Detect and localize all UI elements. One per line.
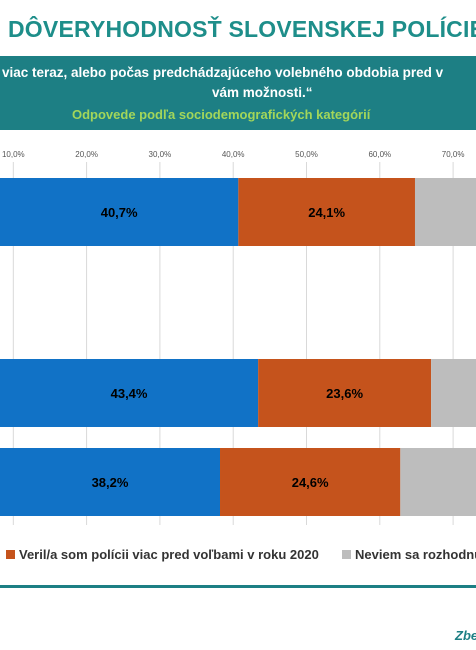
bar-2-segment-blue — [0, 359, 259, 427]
question-line-2: vám možnosti.“ — [212, 85, 313, 100]
x-tick-label: 40,0% — [222, 150, 245, 159]
x-tick-label: 70,0% — [442, 150, 465, 159]
bar-3-label-blue: 38,2% — [92, 475, 129, 490]
x-tick-label: 20,0% — [75, 150, 98, 159]
chart-title-band: DÔVERYHODNOSŤ SLOVENSKEJ POLÍCIE — [0, 10, 476, 50]
footer-rule — [0, 585, 476, 588]
bar-2-segment-orange — [258, 359, 432, 427]
x-tick-label: 30,0% — [149, 150, 172, 159]
source-note: Zbe — [455, 628, 476, 643]
bar-1-label-orange: 24,1% — [308, 205, 345, 220]
bar-3-segment-blue — [0, 448, 221, 516]
bar-1-label-blue: 40,7% — [101, 205, 138, 220]
chart-legend: Veril/a som polícii viac pred voľbami v … — [0, 538, 476, 568]
legend-swatch-orange — [6, 550, 15, 559]
bar-1-segment-gray — [414, 178, 476, 246]
chart-title: DÔVERYHODNOSŤ SLOVENSKEJ POLÍCIE — [8, 16, 476, 42]
bar-3-segment-orange — [220, 448, 401, 516]
x-tick-label: 10,0% — [2, 150, 25, 159]
legend-label-undecided: Neviem sa rozhodnú — [355, 547, 476, 562]
bar-3-label-orange: 24,6% — [292, 475, 329, 490]
legend-item-before-2020: Veril/a som polícii viac pred voľbami v … — [6, 547, 319, 562]
legend-label-before-2020: Veril/a som polícii viac pred voľbami v … — [19, 547, 319, 562]
legend-swatch-gray — [342, 550, 351, 559]
legend-item-undecided: Neviem sa rozhodnú — [342, 547, 476, 562]
question-line-1: viac teraz, alebo počas predchádzajúceho… — [2, 65, 444, 80]
chart-subtitle: Odpovede podľa sociodemografických kateg… — [72, 107, 371, 122]
bar-2-label-blue: 43,4% — [111, 386, 148, 401]
stacked-bar-chart: 10,0% 20,0% 30,0% 40,0% 50,0% 60,0% 70,0% 40,7%… — [0, 150, 476, 525]
bar-1-segment-orange — [238, 178, 415, 246]
bar-2-segment-gray — [431, 359, 476, 427]
bar-1-segment-blue — [0, 178, 239, 246]
x-tick-label: 50,0% — [295, 150, 318, 159]
question-banner: viac teraz, alebo počas predchádzajúceho… — [0, 56, 476, 130]
x-tick-label: 60,0% — [368, 150, 391, 159]
bar-3-segment-gray — [400, 448, 476, 516]
bar-2-label-orange: 23,6% — [326, 386, 363, 401]
